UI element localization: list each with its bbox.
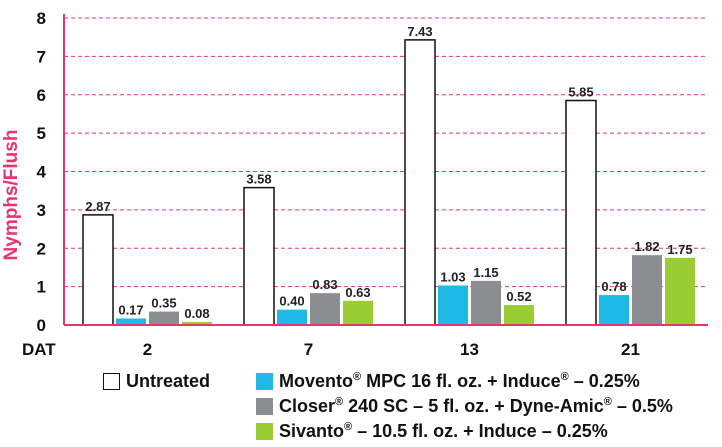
x-tick-label: 21	[621, 340, 640, 359]
y-tick-label: 0	[37, 316, 46, 335]
y-tick-label: 1	[37, 278, 46, 297]
bar-closer-21	[632, 255, 662, 325]
legend-label-movento: Movento® MPC 16 fl. oz. + Induce® – 0.25…	[279, 371, 640, 391]
data-label-untreated-7: 3.58	[246, 172, 271, 187]
legend-item-movento: Movento® MPC 16 fl. oz. + Induce® – 0.25…	[256, 371, 640, 392]
y-tick-label: 3	[37, 201, 46, 220]
y-tick-label: 8	[37, 9, 46, 28]
bar-sivanto-21	[665, 257, 695, 325]
x-axis-label: DAT	[22, 340, 56, 359]
data-label-sivanto-13: 0.52	[506, 289, 531, 304]
bar-untreated-2	[82, 214, 114, 326]
data-label-movento-2: 0.17	[118, 302, 143, 317]
x-tick-label: 7	[304, 340, 313, 359]
bar-chart: 2.87 0.17 0.35 0.08 3.58 0.40 0.83 0.63 7.43 1.03…	[1, 9, 708, 359]
data-label-closer-2: 0.35	[151, 296, 176, 311]
bar-untreated-21	[565, 99, 597, 326]
data-label-movento-13: 1.03	[440, 269, 465, 284]
legend-item-untreated: Untreated	[103, 371, 210, 392]
bar-closer-13	[471, 280, 501, 325]
bar-closer-2	[149, 311, 179, 325]
data-label-movento-21: 0.78	[601, 279, 626, 294]
legend: Untreated Movento® MPC 16 fl. oz. + Indu…	[103, 371, 713, 447]
bar-movento-21	[599, 295, 629, 325]
data-label-sivanto-21: 1.75	[667, 242, 692, 257]
y-tick-label: 2	[37, 239, 46, 258]
x-tick-label: 13	[460, 340, 479, 359]
legend-label-closer: Closer® 240 SC – 5 fl. oz. + Dyne-Amic® …	[279, 396, 673, 416]
data-label-closer-21: 1.82	[634, 239, 659, 254]
data-label-movento-7: 0.40	[279, 294, 304, 309]
data-label-closer-13: 1.15	[473, 265, 498, 280]
data-label-untreated-21: 5.85	[568, 85, 593, 100]
bar-untreated-7	[243, 186, 275, 326]
bar-untreated-13	[404, 39, 436, 326]
x-tick-labels: 2 7 13 21	[143, 340, 640, 359]
y-tick-label: 6	[37, 86, 46, 105]
data-label-sivanto-2: 0.08	[184, 306, 209, 321]
legend-swatch-sivanto	[256, 423, 273, 440]
legend-label-untreated: Untreated	[126, 371, 211, 391]
legend-swatch-closer	[256, 398, 273, 415]
bar-movento-13	[438, 285, 468, 325]
y-tick-labels: 0 1 2 3 4 5 6 7 8	[37, 9, 47, 335]
data-labels: 2.87 0.17 0.35 0.08 3.58 0.40 0.83 0.63 7.43 1.03…	[85, 24, 692, 321]
y-tick-label: 5	[37, 124, 46, 143]
bars	[82, 39, 695, 326]
data-label-sivanto-7: 0.63	[345, 285, 370, 300]
legend-item-closer: Closer® 240 SC – 5 fl. oz. + Dyne-Amic® …	[256, 396, 673, 417]
y-axis-label: Nymphs/Flush	[1, 130, 22, 261]
y-tick-label: 7	[37, 47, 46, 66]
bar-sivanto-2	[182, 321, 212, 325]
legend-swatch-untreated	[103, 373, 120, 390]
x-tick-label: 2	[143, 340, 152, 359]
bar-sivanto-13	[504, 305, 534, 325]
data-label-closer-7: 0.83	[312, 277, 337, 292]
legend-item-sivanto: Sivanto® – 10.5 fl. oz. + Induce – 0.25%	[256, 421, 608, 442]
bar-movento-7	[277, 309, 307, 325]
data-label-untreated-2: 2.87	[85, 199, 110, 214]
y-tick-label: 4	[37, 163, 47, 182]
data-label-untreated-13: 7.43	[407, 24, 432, 39]
gridlines	[64, 17, 708, 288]
legend-label-sivanto: Sivanto® – 10.5 fl. oz. + Induce – 0.25%	[279, 421, 608, 441]
legend-swatch-movento	[256, 373, 273, 390]
bar-closer-7	[310, 293, 340, 325]
bar-sivanto-7	[343, 300, 373, 325]
bar-movento-2	[116, 318, 146, 325]
